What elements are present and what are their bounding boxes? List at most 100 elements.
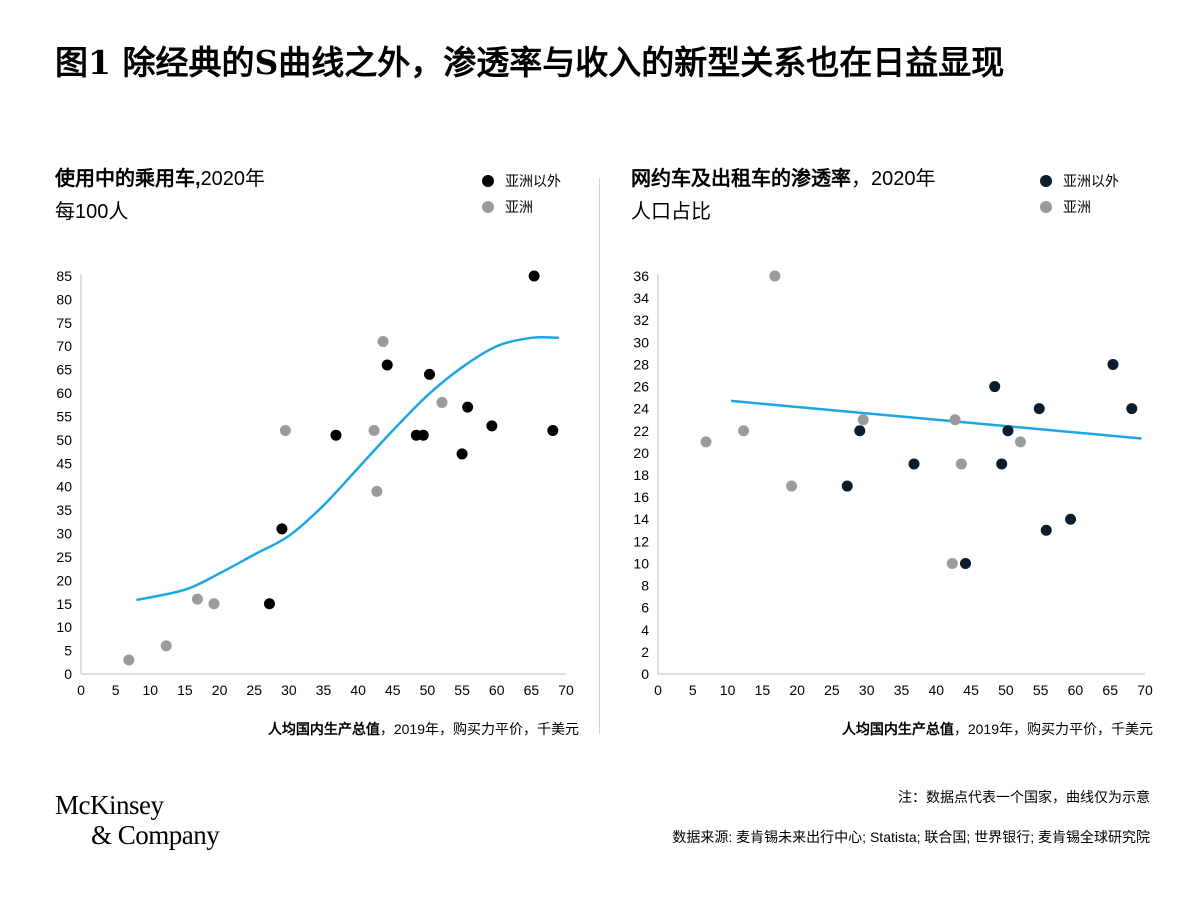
mckinsey-logo: McKinsey & Company [55,790,220,850]
right-point-asia [955,458,967,470]
left-point-non-asia [424,368,436,380]
left-chart-title-suffix: 2020年 [200,168,266,190]
right-x-tick-label: 65 [1102,682,1118,698]
right-chart-subtitle: 人口占比 [631,201,711,223]
right-y-tick-label: 12 [633,533,649,549]
right-point-asia [949,414,961,426]
left-x-axis-title-main: 人均国内生产总值 [267,721,380,737]
right-legend-label-asia: 亚洲 [1063,199,1091,215]
right-trend-line [730,399,1142,440]
right-x-tick-label: 40 [928,682,944,698]
left-y-tick-label: 30 [56,526,72,542]
right-y-tick-label: 14 [633,511,649,527]
right-x-tick-label: 60 [1068,682,1084,698]
right-chart-title: 网约车及出租车的渗透率 [631,168,851,190]
right-x-tick-label: 70 [1137,682,1153,698]
right-point-asia [769,270,781,282]
left-point-asia [160,640,172,652]
left-legend-label-non-asia: 亚洲以外 [505,173,561,189]
left-x-tick-label: 20 [212,682,228,698]
right-legend-item-non-asia: 亚洲以外 [1040,168,1119,194]
left-x-tick-label: 0 [77,682,85,698]
left-point-non-asia [417,429,429,441]
left-x-tick-label: 45 [385,682,401,698]
right-y-tick-label: 16 [633,489,649,505]
right-x-tick-label: 10 [720,682,736,698]
source-note: 数据来源: 麦肯锡未来出行中心; Statista; 联合国; 世界银行; 麦肯… [672,829,1150,845]
left-legend-item-asia: 亚洲 [482,194,561,220]
right-point-non-asia [1107,358,1119,370]
left-point-non-asia [276,523,288,535]
left-point-non-asia [456,448,468,460]
left-x-tick-label: 70 [558,682,574,698]
left-point-non-asia [547,425,559,437]
left-y-tick-label: 15 [56,596,72,612]
left-point-asia [123,654,135,666]
right-legend-dot-non-asia [1040,175,1052,187]
right-y-tick-label: 36 [633,268,649,284]
right-x-tick-label: 35 [894,682,910,698]
right-point-non-asia [1033,403,1045,415]
left-y-tick-label: 55 [56,408,72,424]
right-point-non-asia [908,458,920,470]
left-chart-title: 使用中的乘用车, [55,168,201,190]
right-point-non-asia [1065,513,1077,525]
right-point-non-asia [996,458,1008,470]
left-y-tick-label: 25 [56,549,72,565]
left-x-tick-label: 60 [489,682,505,698]
left-legend-dot-asia [482,201,494,213]
left-point-asia [371,485,383,497]
left-legend-label-asia: 亚洲 [505,199,533,215]
right-y-tick-label: 0 [641,666,649,682]
left-x-tick-label: 10 [142,682,158,698]
right-point-non-asia [854,425,866,437]
right-x-tick-label: 15 [755,682,771,698]
right-point-non-asia [841,480,853,492]
right-chart-title-block: 网约车及出租车的渗透率，2020年 人口占比 [631,163,936,229]
right-x-tick-label: 55 [1033,682,1049,698]
right-x-axis-title-main: 人均国内生产总值 [841,721,954,737]
left-y-tick-label: 70 [56,338,72,354]
right-y-tick-label: 2 [641,644,649,660]
right-y-tick-label: 32 [633,312,649,328]
left-y-tick-label: 45 [56,455,72,471]
left-chart-subtitle: 每100人 [55,201,129,223]
right-point-non-asia [1126,403,1138,415]
left-y-tick-label: 10 [56,619,72,635]
left-legend-item-non-asia: 亚洲以外 [482,168,561,194]
right-x-tick-label: 45 [963,682,979,698]
right-x-tick-label: 30 [859,682,875,698]
right-point-non-asia [1040,524,1052,536]
right-y-tick-label: 20 [633,445,649,461]
left-y-tick-label: 60 [56,385,72,401]
left-x-axis-title: 人均国内生产总值，2019年，购买力平价，千美元 [268,719,579,739]
right-legend-label-non-asia: 亚洲以外 [1063,173,1119,189]
left-point-non-asia [381,359,393,371]
right-point-asia [738,425,750,437]
left-x-tick-label: 50 [420,682,436,698]
left-x-tick-label: 5 [112,682,120,698]
left-point-non-asia [528,270,540,282]
right-y-tick-label: 4 [641,622,649,638]
right-x-axis-title: 人均国内生产总值，2019年，购买力平价，千美元 [842,719,1153,739]
right-point-asia [1014,436,1026,448]
right-x-tick-label: 25 [824,682,840,698]
right-y-tick-label: 8 [641,578,649,594]
left-x-tick-label: 55 [454,682,470,698]
right-point-asia [700,436,712,448]
left-point-non-asia [263,598,275,610]
left-trend-line [136,335,560,602]
right-y-tick-label: 26 [633,379,649,395]
left-legend-dot-non-asia [482,175,494,187]
right-y-tick-label: 22 [633,423,649,439]
left-point-asia [208,598,220,610]
left-y-tick-label: 5 [64,643,72,659]
left-y-tick-label: 80 [56,291,72,307]
left-y-tick-label: 20 [56,572,72,588]
left-x-tick-label: 15 [177,682,193,698]
right-y-tick-label: 10 [633,555,649,571]
right-point-non-asia [960,557,972,569]
logo-line-1: McKinsey [55,790,164,820]
